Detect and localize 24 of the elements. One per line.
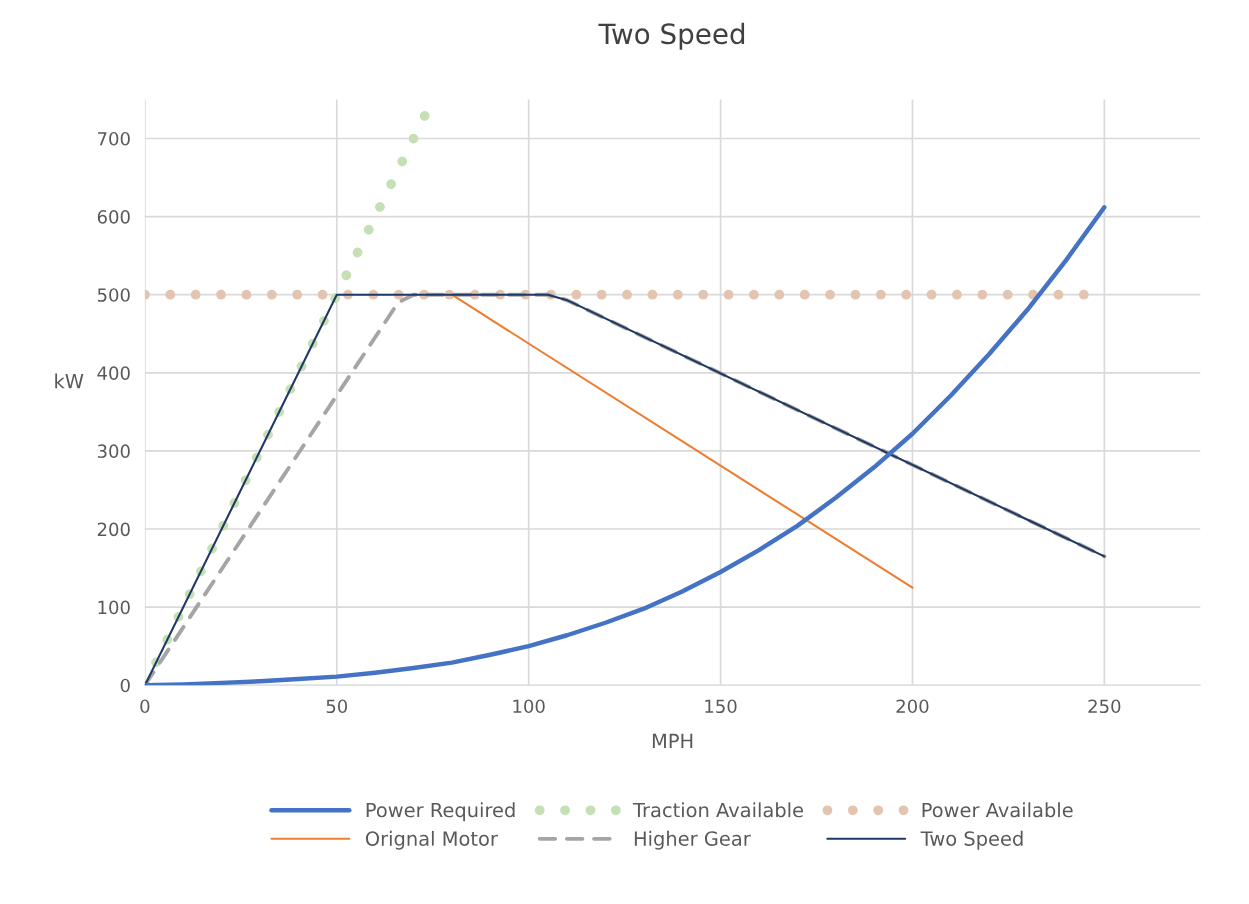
x-tick-label: 200 bbox=[896, 699, 929, 714]
legend-label: Higher Gear bbox=[634, 830, 751, 850]
y-tick-label: 0 bbox=[120, 678, 130, 693]
y-axis-title: kW bbox=[55, 373, 84, 389]
y-tick-label: 500 bbox=[97, 288, 130, 302]
x-tick-label: 0 bbox=[140, 699, 150, 714]
y-tick-label: 700 bbox=[98, 131, 130, 146]
x-tick-label: 100 bbox=[513, 699, 545, 714]
y-tick-label: 100 bbox=[98, 600, 130, 615]
legend-label: Orignal Motor bbox=[365, 830, 498, 850]
x-tick-label: 50 bbox=[326, 699, 348, 714]
line-series bbox=[144, 205, 1107, 686]
y-tick-label: 200 bbox=[97, 522, 130, 537]
x-tick-label: 250 bbox=[1088, 699, 1121, 714]
y-tick-label: 400 bbox=[97, 366, 130, 380]
legend-label: Power Required bbox=[366, 802, 515, 822]
legend-label: Two Speed bbox=[920, 830, 1023, 850]
x-axis-title: MPH bbox=[652, 733, 693, 749]
legend-label: Traction Available bbox=[632, 802, 803, 818]
x-tick-label: 150 bbox=[705, 699, 737, 714]
legend-label: Power Available bbox=[922, 802, 1073, 818]
y-tick-label: 600 bbox=[97, 210, 130, 224]
y-tick-label: 300 bbox=[97, 444, 130, 459]
chart-title: Two Speed bbox=[598, 22, 745, 50]
